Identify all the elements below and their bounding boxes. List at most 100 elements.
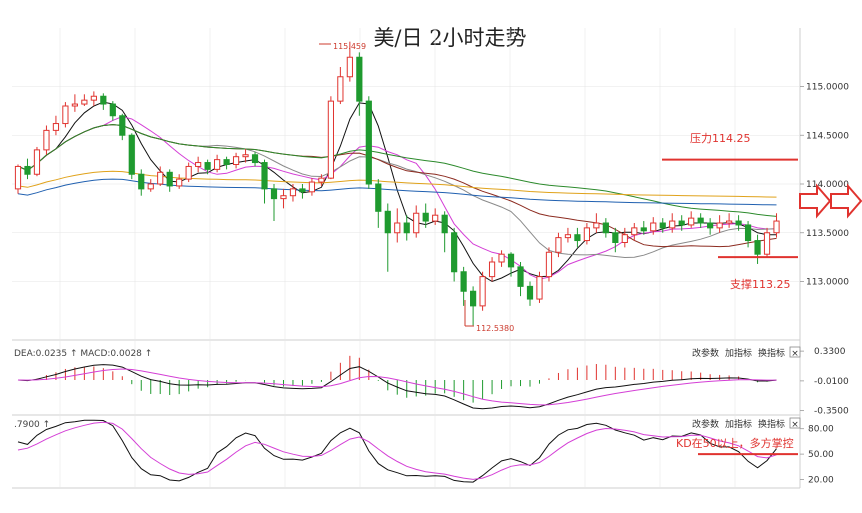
kd-indicator-label: .7900 ↑ <box>14 420 50 430</box>
candle <box>81 94 88 106</box>
candle <box>100 93 107 110</box>
candle <box>773 213 780 238</box>
candle <box>697 213 704 228</box>
kd-add-indicator-button[interactable]: 加指标 <box>725 418 752 430</box>
kd-tick-label: 20.00 <box>808 476 834 486</box>
candle <box>735 215 742 231</box>
candle <box>631 223 638 241</box>
candle <box>90 91 97 106</box>
candle <box>498 250 505 267</box>
macd-tick-label: 0.3300 <box>814 347 846 357</box>
candle <box>621 227 628 248</box>
candle <box>33 146 41 177</box>
candle <box>71 94 78 112</box>
candle <box>185 162 192 183</box>
macd-tick-label: -0.3500 <box>814 407 849 417</box>
macd-toolbar: 改参数 加指标 换指标 × <box>692 346 801 359</box>
candle <box>394 208 401 243</box>
candle <box>526 281 534 306</box>
candle <box>451 227 458 282</box>
macd-change-params-button[interactable]: 改参数 <box>692 347 719 359</box>
macd-add-indicator-button[interactable]: 加指标 <box>725 347 752 359</box>
candle <box>593 213 600 233</box>
right-arrow-icon-2 <box>830 183 862 219</box>
candle <box>299 184 306 199</box>
price-tick-label: 113.0000 <box>806 278 849 288</box>
candle <box>308 178 316 196</box>
ma-line-60 <box>17 124 777 217</box>
resistance-label: 压力114.25 <box>690 132 751 145</box>
candle <box>744 221 752 248</box>
low-marker <box>464 300 474 327</box>
candle <box>688 211 695 228</box>
candle <box>507 252 515 277</box>
candle <box>43 125 50 155</box>
candle <box>232 152 240 169</box>
candle <box>261 159 268 204</box>
candle <box>166 169 173 192</box>
candle <box>659 218 666 233</box>
kd-tick-label: 80.00 <box>808 425 834 435</box>
candle <box>403 215 410 241</box>
candle <box>356 52 363 116</box>
price-tick-label: 114.5000 <box>806 131 849 141</box>
candle <box>763 227 771 258</box>
candle <box>669 213 676 233</box>
kd-d-line <box>17 421 777 480</box>
kd-tick-label: 50.00 <box>808 450 834 460</box>
candle <box>337 67 344 105</box>
kd-k-line <box>17 419 777 483</box>
candle <box>564 227 572 243</box>
ma-line-10 <box>17 115 777 280</box>
kd-toolbar: 改参数 加指标 换指标 × <box>692 417 801 430</box>
candle <box>52 115 60 136</box>
candle <box>251 151 259 167</box>
candle <box>716 215 723 233</box>
candle <box>555 232 562 258</box>
candle <box>384 203 391 272</box>
price-tick-label: 113.5000 <box>806 229 849 239</box>
moving-average-lines <box>17 101 777 283</box>
candle <box>280 188 287 209</box>
ma-line-240 <box>17 170 777 198</box>
macd-switch-indicator-button[interactable]: 换指标 <box>758 347 785 359</box>
candle <box>612 227 619 253</box>
candle <box>365 96 372 189</box>
price-tick-label: 114.0000 <box>806 180 849 190</box>
candle <box>678 215 685 231</box>
kd-close-button[interactable] <box>789 417 801 429</box>
support-label: 支撑113.25 <box>730 277 791 291</box>
candle <box>195 156 202 173</box>
candle <box>157 166 164 186</box>
macd-close-button[interactable] <box>789 346 801 358</box>
candle <box>479 271 486 311</box>
candle <box>460 266 467 306</box>
candle <box>223 156 230 170</box>
candle <box>441 211 448 253</box>
candle <box>270 184 278 222</box>
price-axis: 115.0000 114.5000 114.0000 113.5000 113.0000 <box>800 83 849 288</box>
candle <box>24 158 31 180</box>
macd-indicator-label: DEA:0.0235 ↑ MACD:0.0028 ↑ <box>14 349 152 359</box>
price-tick-label: 115.0000 <box>806 83 849 93</box>
candle <box>432 208 439 225</box>
candle <box>726 213 733 228</box>
candle <box>545 247 553 282</box>
candle <box>128 133 135 180</box>
candle <box>214 154 221 173</box>
annotations <box>319 43 798 327</box>
high-price-label: 115.459 <box>333 42 366 51</box>
kd-change-params-button[interactable]: 改参数 <box>692 418 719 430</box>
candle <box>289 184 297 202</box>
candle <box>413 205 420 238</box>
candle <box>650 217 657 235</box>
candle <box>583 223 590 245</box>
chart-title: 美/日 2小时走势 <box>373 26 526 50</box>
candle <box>470 286 477 326</box>
candle <box>119 113 126 141</box>
candle <box>62 102 69 128</box>
kd-switch-indicator-button[interactable]: 换指标 <box>758 418 785 430</box>
macd-dea-line <box>17 368 777 406</box>
candle <box>327 96 334 180</box>
